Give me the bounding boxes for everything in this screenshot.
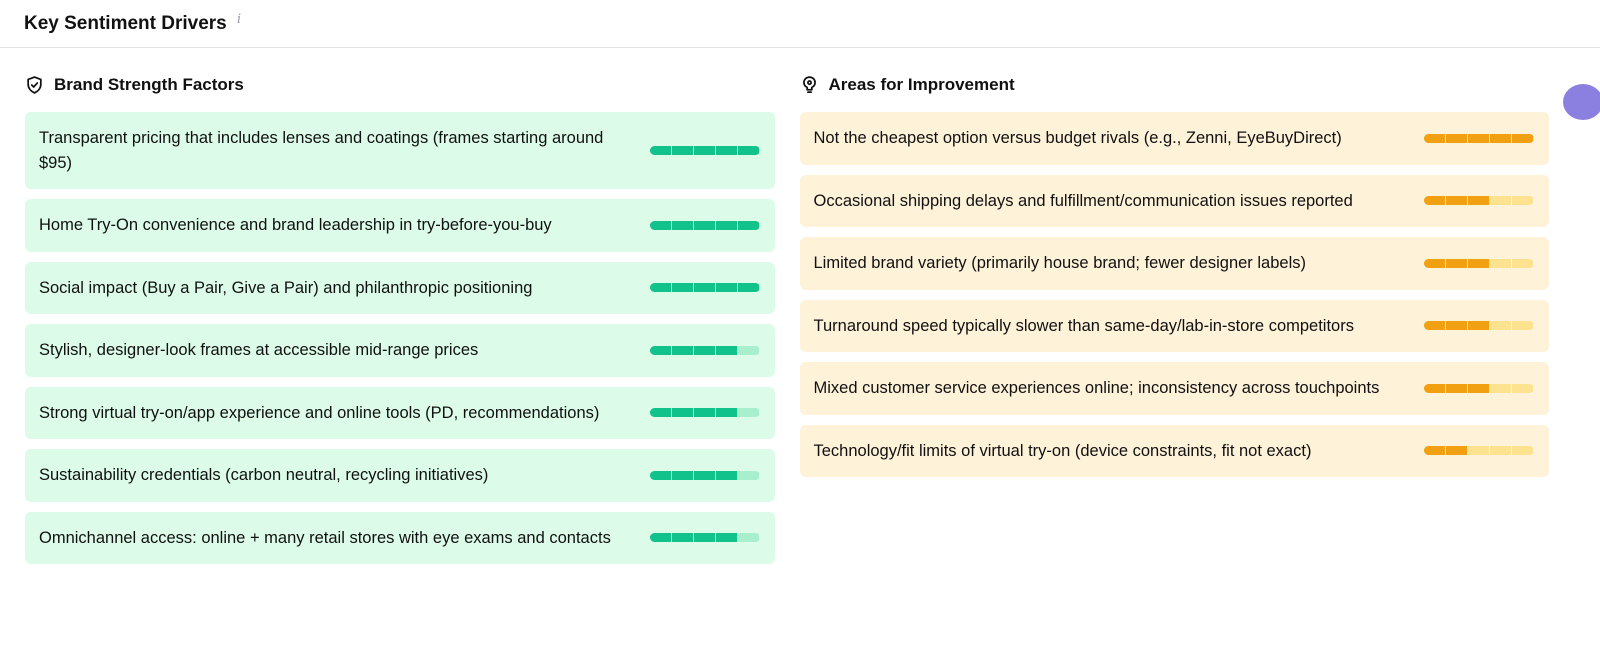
shield-icon [27, 76, 42, 94]
improvements-column: Areas for Improvement Not the cheapest o… [799, 48, 1550, 564]
score-bar [649, 533, 760, 543]
score-bar [1424, 321, 1534, 331]
factor-card: Turnaround speed typically slower than s… [799, 299, 1549, 352]
factor-card: Occasional shipping delays and fulfillme… [799, 174, 1549, 227]
segment-dividers [1424, 383, 1534, 393]
score-bar [1424, 133, 1534, 143]
segment-dividers [649, 345, 760, 355]
score-bar [649, 345, 760, 355]
factor-text: Strong virtual try-on/app experience and… [39, 403, 600, 422]
section-title: Key Sentiment Drivers [24, 12, 227, 34]
segment-dividers [1424, 258, 1534, 268]
segment-dividers [649, 470, 760, 480]
bulb-icon [802, 76, 816, 93]
info-icon[interactable]: i [236, 11, 241, 27]
factor-card: Stylish, designer-look frames at accessi… [25, 324, 775, 377]
segment-dividers [649, 283, 760, 293]
factor-text: Limited brand variety (primarily house b… [813, 254, 1306, 272]
factor-text: Occasional shipping delays and fulfillme… [813, 191, 1353, 210]
segment-dividers [649, 146, 760, 155]
factor-card: Not the cheapest option versus budget ri… [799, 112, 1549, 165]
segment-dividers [649, 220, 760, 230]
score-bar [1424, 258, 1534, 268]
factor-card: Strong virtual try-on/app experience and… [25, 386, 775, 439]
column-header: Areas for Improvement [800, 48, 1550, 122]
column-header: Brand Strength Factors [25, 48, 775, 122]
segment-dividers [1424, 196, 1534, 206]
score-bar [649, 220, 760, 230]
factor-text: Sustainability credentials (carbon neutr… [39, 466, 489, 484]
score-bar [649, 408, 760, 418]
factor-card: Home Try-On convenience and brand leader… [25, 199, 775, 252]
factor-text: Turnaround speed typically slower than s… [813, 316, 1354, 335]
segment-dividers [649, 408, 760, 418]
score-bar [1424, 446, 1534, 456]
factor-text: Stylish, designer-look frames at accessi… [39, 341, 479, 359]
factor-text: Not the cheapest option versus budget ri… [813, 129, 1342, 147]
factor-card: Omnichannel access: online + many retail… [25, 511, 775, 564]
segment-dividers [1424, 446, 1534, 456]
score-bar [1424, 196, 1534, 206]
factor-text: Home Try-On convenience and brand leader… [39, 216, 552, 234]
score-bar [649, 146, 760, 155]
factor-list: Transparent pricing that includes lenses… [25, 112, 775, 564]
score-bar [649, 470, 760, 480]
columns: Brand Strength Factors Transparent prici… [0, 48, 1600, 564]
factor-card: Social impact (Buy a Pair, Give a Pair) … [25, 261, 775, 314]
header: Key Sentiment Drivers i [0, 0, 1600, 48]
factor-text: Mixed customer service experiences onlin… [813, 379, 1380, 397]
column-title: Areas for Improvement [828, 75, 1015, 94]
factor-text: Transparent pricing that includes lenses… [39, 129, 604, 172]
factor-card: Sustainability credentials (carbon neutr… [25, 449, 775, 502]
segment-dividers [1424, 321, 1534, 331]
factor-card: Technology/fit limits of virtual try-on … [799, 424, 1549, 477]
column-title: Brand Strength Factors [54, 75, 244, 94]
factor-text: Social impact (Buy a Pair, Give a Pair) … [39, 278, 533, 297]
factor-card: Transparent pricing that includes lenses… [25, 112, 775, 189]
strengths-column: Brand Strength Factors Transparent prici… [25, 48, 775, 564]
factor-list: Not the cheapest option versus budget ri… [799, 112, 1549, 477]
factor-text: Technology/fit limits of virtual try-on … [813, 441, 1312, 460]
score-bar [1424, 383, 1534, 393]
factor-card: Limited brand variety (primarily house b… [799, 237, 1549, 290]
score-bar [649, 283, 760, 293]
segment-dividers [1424, 133, 1534, 143]
factor-card: Mixed customer service experiences onlin… [799, 362, 1549, 415]
assistant-button[interactable] [1563, 84, 1600, 120]
factor-text: Omnichannel access: online + many retail… [39, 528, 611, 547]
segment-dividers [649, 533, 760, 543]
